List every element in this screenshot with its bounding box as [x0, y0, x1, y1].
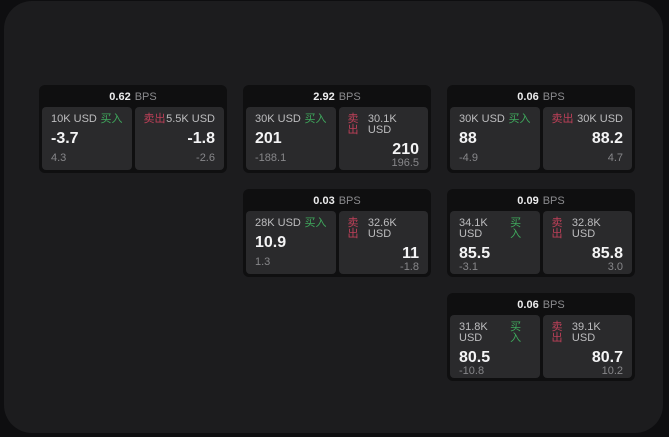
bps-value: 0.06	[517, 299, 539, 311]
sell-notional: 30K USD	[577, 113, 623, 125]
bps-unit-label: BPS	[542, 91, 565, 103]
sell-price: -1.8	[187, 130, 215, 147]
sell-delta: 196.5	[391, 157, 419, 169]
buy-delta: -3.1	[459, 261, 478, 273]
buy-price: 88	[459, 130, 477, 147]
buy-price: 201	[255, 130, 282, 147]
sell-quote-panel[interactable]: 卖出 32.6K USD 11 -1.8	[338, 211, 428, 274]
sell-side-label: 卖出	[143, 113, 166, 125]
sell-delta: -1.8	[400, 261, 419, 273]
buy-quote-panel[interactable]: 30K USD 买入 201 -188.1	[246, 107, 336, 170]
sell-notional: 5.5K USD	[166, 113, 215, 125]
bps-value: 0.09	[517, 195, 539, 207]
buy-delta: 4.3	[51, 152, 67, 164]
buy-notional: 30K USD	[459, 113, 505, 125]
bps-unit-label: BPS	[338, 91, 361, 103]
sell-side-label: 卖出	[347, 217, 359, 240]
sell-quote-panel[interactable]: 卖出 5.5K USD -1.8 -2.6	[134, 107, 224, 170]
sell-quote-panel[interactable]: 卖出 39.1K USD 80.7 10.2	[542, 315, 632, 378]
sell-delta: 10.2	[601, 365, 623, 377]
buy-notional: 30K USD	[255, 113, 301, 125]
sell-price: 85.8	[591, 245, 623, 262]
sell-price: 210	[392, 141, 419, 158]
buy-notional: 34.1K USD	[459, 217, 488, 240]
quote-card: 0.06 BPS 30K USD 买入 88 -4.9 卖出 30K USD 8…	[447, 85, 635, 173]
buy-delta: -188.1	[255, 152, 287, 164]
buy-quote-panel[interactable]: 34.1K USD 买入 85.5 -3.1	[450, 211, 540, 274]
buy-delta: -4.9	[459, 152, 478, 164]
sell-notional: 39.1K USD	[571, 321, 601, 344]
bps-value: 0.06	[517, 91, 539, 103]
buy-quote-panel[interactable]: 10K USD 买入 -3.7 4.3	[42, 107, 132, 170]
quote-card: 2.92 BPS 30K USD 买入 201 -188.1 卖出 30.1K …	[243, 85, 431, 173]
buy-delta: 1.3	[255, 256, 271, 268]
sell-notional: 32.8K USD	[571, 217, 601, 240]
buy-quote-panel[interactable]: 30K USD 买入 88 -4.9	[450, 107, 540, 170]
sell-price: 88.2	[591, 130, 623, 147]
sell-side-label: 卖出	[551, 217, 563, 240]
sell-quote-panel[interactable]: 卖出 30K USD 88.2 4.7	[542, 107, 632, 170]
bps-header: 2.92 BPS	[246, 88, 428, 107]
buy-side-label: 买入	[508, 113, 531, 125]
sell-price: 80.7	[591, 349, 623, 366]
bps-header: 0.62 BPS	[42, 88, 224, 107]
sell-notional: 32.6K USD	[367, 217, 397, 240]
sell-side-label: 卖出	[551, 113, 574, 125]
bps-header: 0.06 BPS	[450, 296, 632, 315]
bps-unit-label: BPS	[542, 299, 565, 311]
bps-value: 0.03	[313, 195, 335, 207]
sell-delta: -2.6	[196, 152, 215, 164]
bps-header: 0.03 BPS	[246, 192, 428, 211]
buy-price: 10.9	[255, 234, 287, 251]
bps-unit-label: BPS	[542, 195, 565, 207]
quote-grid: 0.62 BPS 10K USD 买入 -3.7 4.3 卖出 5.5K USD…	[39, 85, 635, 381]
sell-notional: 30.1K USD	[367, 113, 397, 136]
quote-card: 0.06 BPS 31.8K USD 买入 80.5 -10.8 卖出 39.1…	[447, 293, 635, 381]
sell-side-label: 卖出	[347, 113, 359, 136]
bps-header: 0.06 BPS	[450, 88, 632, 107]
sell-side-label: 卖出	[551, 321, 563, 344]
sell-delta: 3.0	[607, 261, 623, 273]
quote-card: 0.62 BPS 10K USD 买入 -3.7 4.3 卖出 5.5K USD…	[39, 85, 227, 173]
buy-side-label: 买入	[304, 113, 327, 125]
bps-unit-label: BPS	[134, 91, 157, 103]
sell-price: 11	[402, 245, 419, 262]
bps-value: 0.62	[109, 91, 131, 103]
buy-quote-panel[interactable]: 28K USD 买入 10.9 1.3	[246, 211, 336, 274]
buy-price: -3.7	[51, 130, 79, 147]
buy-side-label: 买入	[100, 113, 123, 125]
buy-price: 80.5	[459, 349, 491, 366]
quote-card: 0.09 BPS 34.1K USD 买入 85.5 -3.1 卖出 32.8K…	[447, 189, 635, 277]
bps-unit-label: BPS	[338, 195, 361, 207]
sell-quote-panel[interactable]: 卖出 32.8K USD 85.8 3.0	[542, 211, 632, 274]
buy-notional: 10K USD	[51, 113, 97, 125]
buy-notional: 28K USD	[255, 217, 301, 229]
bps-header: 0.09 BPS	[450, 192, 632, 211]
quote-card: 0.03 BPS 28K USD 买入 10.9 1.3 卖出 32.6K US…	[243, 189, 431, 277]
buy-side-label: 买入	[304, 217, 327, 229]
bps-value: 2.92	[313, 91, 335, 103]
buy-quote-panel[interactable]: 31.8K USD 买入 80.5 -10.8	[450, 315, 540, 378]
buy-side-label: 买入	[510, 321, 522, 344]
buy-side-label: 买入	[510, 217, 522, 240]
sell-delta: 4.7	[607, 152, 623, 164]
buy-notional: 31.8K USD	[459, 321, 488, 344]
sell-quote-panel[interactable]: 卖出 30.1K USD 210 196.5	[338, 107, 428, 170]
buy-delta: -10.8	[459, 365, 485, 377]
buy-price: 85.5	[459, 245, 491, 262]
